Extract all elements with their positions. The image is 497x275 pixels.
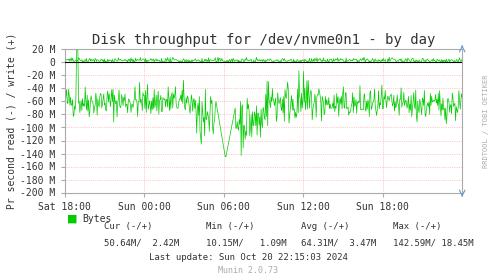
- Text: Cur (-/+): Cur (-/+): [104, 222, 153, 231]
- Text: 142.59M/ 18.45M: 142.59M/ 18.45M: [393, 238, 473, 247]
- Text: Max (-/+): Max (-/+): [393, 222, 441, 231]
- Text: Avg (-/+): Avg (-/+): [301, 222, 349, 231]
- Text: Munin 2.0.73: Munin 2.0.73: [219, 266, 278, 274]
- Text: Min (-/+): Min (-/+): [206, 222, 254, 231]
- Text: ■: ■: [67, 214, 78, 224]
- Title: Disk throughput for /dev/nvme0n1 - by day: Disk throughput for /dev/nvme0n1 - by da…: [92, 33, 435, 47]
- Y-axis label: Pr second read (-) / write (+): Pr second read (-) / write (+): [6, 33, 16, 209]
- Text: 50.64M/  2.42M: 50.64M/ 2.42M: [104, 238, 179, 247]
- Text: Last update: Sun Oct 20 22:15:03 2024: Last update: Sun Oct 20 22:15:03 2024: [149, 253, 348, 262]
- Text: RRDTOOL / TOBI OETIKER: RRDTOOL / TOBI OETIKER: [483, 74, 489, 168]
- Text: 64.31M/  3.47M: 64.31M/ 3.47M: [301, 238, 376, 247]
- Text: Bytes: Bytes: [82, 214, 111, 224]
- Text: 10.15M/   1.09M: 10.15M/ 1.09M: [206, 238, 287, 247]
